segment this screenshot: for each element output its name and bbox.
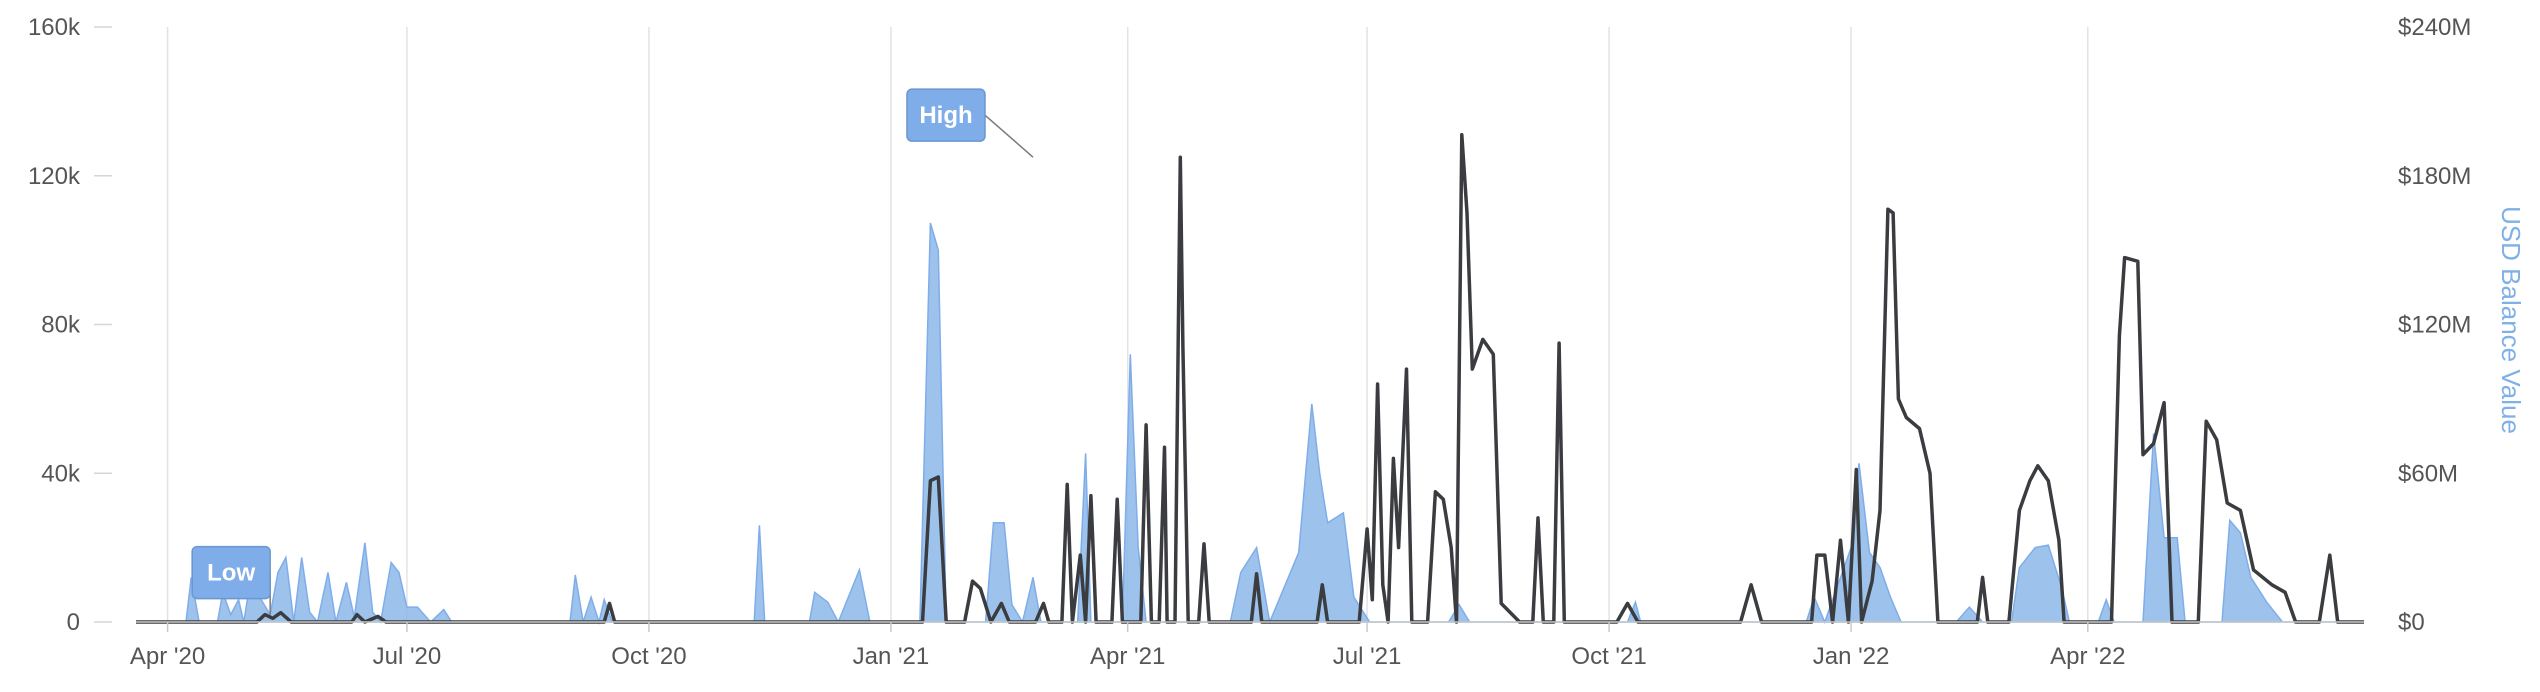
flag-connector-high [984, 114, 1034, 158]
y-left-tick-label-3: 120k [28, 163, 81, 190]
y-right-tick-label-4: $240M [2398, 14, 2471, 41]
x-tick-label-8: Apr '22 [2050, 643, 2125, 670]
grid-lines [166, 27, 2089, 622]
y-right-tick-label-1: $60M [2398, 460, 2458, 487]
x-tick-label-4: Apr '21 [1090, 643, 1165, 670]
y-left-tick-label-2: 80k [41, 312, 81, 339]
x-tick-label-5: Jul '21 [1333, 643, 1402, 670]
x-tick-label-3: Jan '21 [853, 643, 930, 670]
usd-balance-area-series [136, 222, 2364, 625]
axes: Apr '20 Jul '20 Oct '20 Jan '21 Apr '21 Jul '… [28, 14, 2471, 670]
y-left-tick-label-4: 160k [28, 14, 81, 41]
y-left-tick-label-0: 0 [67, 609, 80, 636]
y-right-tick-label-2: $120M [2398, 312, 2471, 339]
balance-line-series [136, 133, 2364, 624]
y-right-tick-label-3: $180M [2398, 163, 2471, 190]
flags: High Low [191, 88, 1034, 615]
flag-label-low: Low [207, 560, 255, 587]
right-axis-title: USD Balance Value [2496, 206, 2526, 434]
x-tick-label-1: Jul '20 [373, 643, 442, 670]
balance-line-layer [136, 133, 2364, 624]
x-tick-label-6: Oct '21 [1571, 643, 1646, 670]
x-tick-label-0: Apr '20 [130, 643, 205, 670]
usd-balance-area-layer [136, 222, 2364, 625]
flag-box-high [906, 88, 986, 142]
y-left-tick-label-1: 40k [41, 460, 81, 487]
flag-label-high: High [919, 102, 972, 129]
x-tick-label-2: Oct '20 [611, 643, 686, 670]
y-right-tick-label-0: $0 [2398, 609, 2425, 636]
x-tick-label-7: Jan '22 [1813, 643, 1890, 670]
flag-box-low [191, 545, 271, 600]
